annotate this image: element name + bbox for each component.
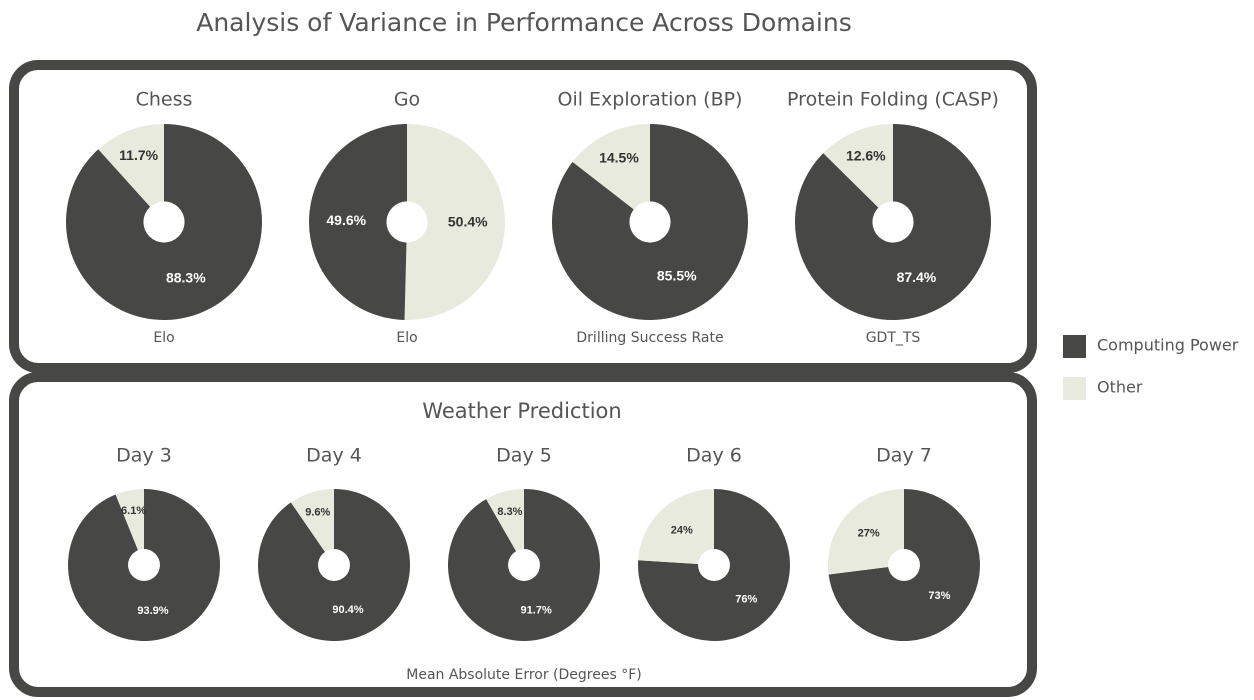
pie-slice xyxy=(404,124,506,321)
pie-title: Oil Exploration (BP) xyxy=(558,89,743,111)
value-label: 85.5% xyxy=(657,267,697,283)
pie-slice xyxy=(290,489,334,565)
donut-hole xyxy=(318,549,350,581)
pie-slice xyxy=(823,124,893,222)
pie-title: Day 7 xyxy=(876,445,932,467)
value-label: 93.9% xyxy=(137,605,168,617)
value-label: 24% xyxy=(671,525,693,537)
value-label: 12.6% xyxy=(846,148,886,164)
donut-hole xyxy=(128,549,160,581)
value-label: 88.3% xyxy=(166,269,206,285)
panel-xlabel: Mean Absolute Error (Degrees °F) xyxy=(406,667,641,683)
pie-title: Go xyxy=(394,89,420,111)
value-label: 8.3% xyxy=(497,506,522,518)
pie-title: Day 4 xyxy=(306,445,362,467)
pie-title: Protein Folding (CASP) xyxy=(787,89,999,111)
value-label: 9.6% xyxy=(305,507,330,519)
legend-label: Computing Power xyxy=(1097,336,1239,355)
bottom-panel xyxy=(9,372,1037,697)
pie-slice xyxy=(98,124,164,222)
value-label: 49.6% xyxy=(326,212,366,228)
pie-slice xyxy=(486,489,524,565)
legend-swatch xyxy=(1063,335,1086,358)
pie-slice xyxy=(572,124,650,222)
value-label: 87.4% xyxy=(897,269,937,285)
value-label: 27% xyxy=(858,528,880,540)
donut-hole xyxy=(386,201,428,243)
top-panel xyxy=(9,60,1037,373)
pie-slice xyxy=(638,489,714,565)
donut-hole xyxy=(629,201,671,243)
pie-title: Day 6 xyxy=(686,445,742,467)
pie-slice xyxy=(115,489,144,565)
chart-title: Analysis of Variance in Performance Acro… xyxy=(196,8,852,37)
pie-xlabel: Drilling Success Rate xyxy=(576,330,723,346)
value-label: 76% xyxy=(735,593,757,605)
value-label: 73% xyxy=(928,590,950,602)
legend-label: Other xyxy=(1097,378,1143,397)
pie-slice xyxy=(828,489,904,575)
pie-title: Chess xyxy=(136,89,193,111)
donut-hole xyxy=(698,549,730,581)
value-label: 91.7% xyxy=(521,604,552,616)
donut-hole xyxy=(508,549,540,581)
panel-title: Weather Prediction xyxy=(422,399,621,423)
donut-hole xyxy=(888,549,920,581)
value-label: 14.5% xyxy=(599,149,639,165)
legend-swatch xyxy=(1063,377,1086,400)
donut-hole xyxy=(872,201,914,243)
value-label: 50.4% xyxy=(448,213,488,229)
pie-slice xyxy=(309,124,407,320)
pie-title: Day 3 xyxy=(116,445,172,467)
donut-hole xyxy=(143,201,185,243)
value-label: 11.7% xyxy=(119,147,158,163)
pie-xlabel: GDT_TS xyxy=(866,330,921,346)
pie-xlabel: Elo xyxy=(396,330,417,346)
pie-xlabel: Elo xyxy=(153,330,174,346)
value-label: 6.1% xyxy=(121,505,146,517)
pie-title: Day 5 xyxy=(496,445,552,467)
value-label: 90.4% xyxy=(332,604,363,616)
